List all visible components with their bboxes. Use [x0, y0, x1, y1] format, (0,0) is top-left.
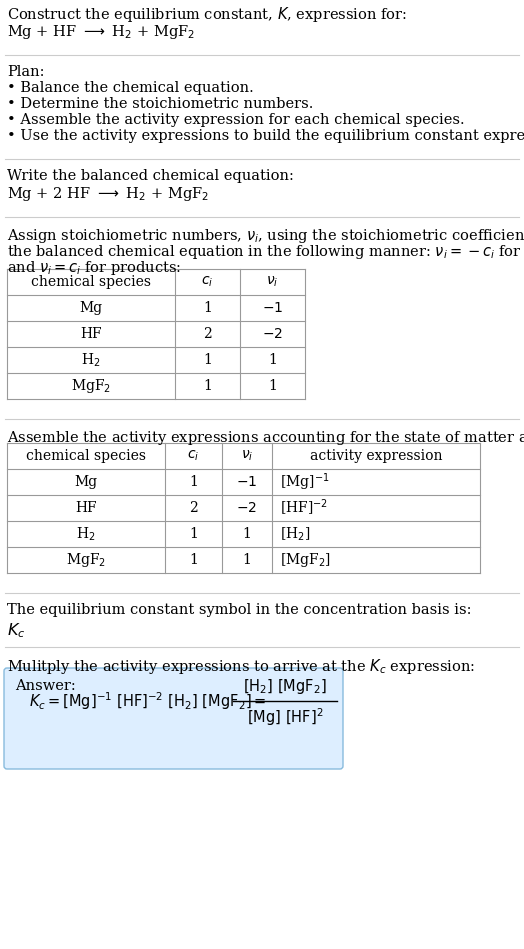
Text: HF: HF	[80, 327, 102, 341]
Text: $[\mathrm{H_2}]\ [\mathrm{MgF_2}]$: $[\mathrm{H_2}]\ [\mathrm{MgF_2}]$	[243, 677, 327, 696]
Text: 1: 1	[189, 553, 198, 567]
Text: [H$_2$]: [H$_2$]	[280, 526, 310, 543]
Text: $K_c$: $K_c$	[7, 621, 26, 640]
Text: MgF$_2$: MgF$_2$	[71, 377, 111, 395]
Text: Mulitply the activity expressions to arrive at the $K_c$ expression:: Mulitply the activity expressions to arr…	[7, 657, 475, 676]
Text: Mg + 2 HF $\longrightarrow$ H$_2$ + MgF$_2$: Mg + 2 HF $\longrightarrow$ H$_2$ + MgF$…	[7, 185, 209, 203]
Text: Mg: Mg	[80, 301, 103, 315]
Text: • Assemble the activity expression for each chemical species.: • Assemble the activity expression for e…	[7, 113, 465, 127]
Text: 1: 1	[189, 475, 198, 489]
Text: 2: 2	[203, 327, 212, 341]
Text: Answer:: Answer:	[15, 679, 76, 693]
Text: 1: 1	[243, 527, 252, 541]
Text: • Balance the chemical equation.: • Balance the chemical equation.	[7, 81, 254, 95]
Text: The equilibrium constant symbol in the concentration basis is:: The equilibrium constant symbol in the c…	[7, 603, 472, 617]
Text: $-2$: $-2$	[236, 501, 257, 515]
Text: $-1$: $-1$	[262, 301, 283, 315]
Text: the balanced chemical equation in the following manner: $\nu_i = -c_i$ for react: the balanced chemical equation in the fo…	[7, 243, 524, 261]
Text: Write the balanced chemical equation:: Write the balanced chemical equation:	[7, 169, 294, 183]
Text: Mg: Mg	[74, 475, 97, 489]
Text: 1: 1	[203, 301, 212, 315]
Text: Plan:: Plan:	[7, 65, 45, 79]
Text: Assemble the activity expressions accounting for the state of matter and $\nu_i$: Assemble the activity expressions accoun…	[7, 429, 524, 447]
Text: $K_c = [\mathrm{Mg}]^{-1}\ [\mathrm{HF}]^{-2}\ [\mathrm{H_2}]\ [\mathrm{MgF_2}] : $K_c = [\mathrm{Mg}]^{-1}\ [\mathrm{HF}]…	[29, 690, 266, 712]
Text: • Use the activity expressions to build the equilibrium constant expression.: • Use the activity expressions to build …	[7, 129, 524, 143]
Text: 1: 1	[189, 527, 198, 541]
Text: $c_i$: $c_i$	[188, 449, 200, 463]
Text: 1: 1	[268, 379, 277, 393]
Text: $-2$: $-2$	[262, 327, 283, 341]
Text: Mg + HF $\longrightarrow$ H$_2$ + MgF$_2$: Mg + HF $\longrightarrow$ H$_2$ + MgF$_2…	[7, 23, 195, 41]
Text: [MgF$_2$]: [MgF$_2$]	[280, 551, 331, 569]
Text: Construct the equilibrium constant, $K$, expression for:: Construct the equilibrium constant, $K$,…	[7, 5, 407, 24]
Text: $\nu_i$: $\nu_i$	[241, 449, 253, 463]
Text: 1: 1	[268, 353, 277, 367]
Text: H$_2$: H$_2$	[81, 351, 101, 369]
Text: chemical species: chemical species	[26, 449, 146, 463]
Text: MgF$_2$: MgF$_2$	[66, 551, 106, 569]
Text: $c_i$: $c_i$	[201, 275, 214, 289]
Text: [Mg]$^{-1}$: [Mg]$^{-1}$	[280, 472, 330, 493]
Text: H$_2$: H$_2$	[77, 526, 96, 543]
Text: • Determine the stoichiometric numbers.: • Determine the stoichiometric numbers.	[7, 97, 313, 111]
Text: $-1$: $-1$	[236, 475, 258, 489]
Text: HF: HF	[75, 501, 97, 515]
Text: $\nu_i$: $\nu_i$	[266, 275, 279, 289]
Text: 1: 1	[243, 553, 252, 567]
Text: Assign stoichiometric numbers, $\nu_i$, using the stoichiometric coefficients, $: Assign stoichiometric numbers, $\nu_i$, …	[7, 227, 524, 245]
FancyBboxPatch shape	[4, 668, 343, 769]
Text: 1: 1	[203, 353, 212, 367]
Text: 1: 1	[203, 379, 212, 393]
Text: activity expression: activity expression	[310, 449, 442, 463]
Text: [HF]$^{-2}$: [HF]$^{-2}$	[280, 498, 328, 518]
Text: 2: 2	[189, 501, 198, 515]
Text: $[\mathrm{Mg}]\ [\mathrm{HF}]^2$: $[\mathrm{Mg}]\ [\mathrm{HF}]^2$	[247, 706, 323, 728]
Text: and $\nu_i = c_i$ for products:: and $\nu_i = c_i$ for products:	[7, 259, 181, 277]
Text: chemical species: chemical species	[31, 275, 151, 289]
